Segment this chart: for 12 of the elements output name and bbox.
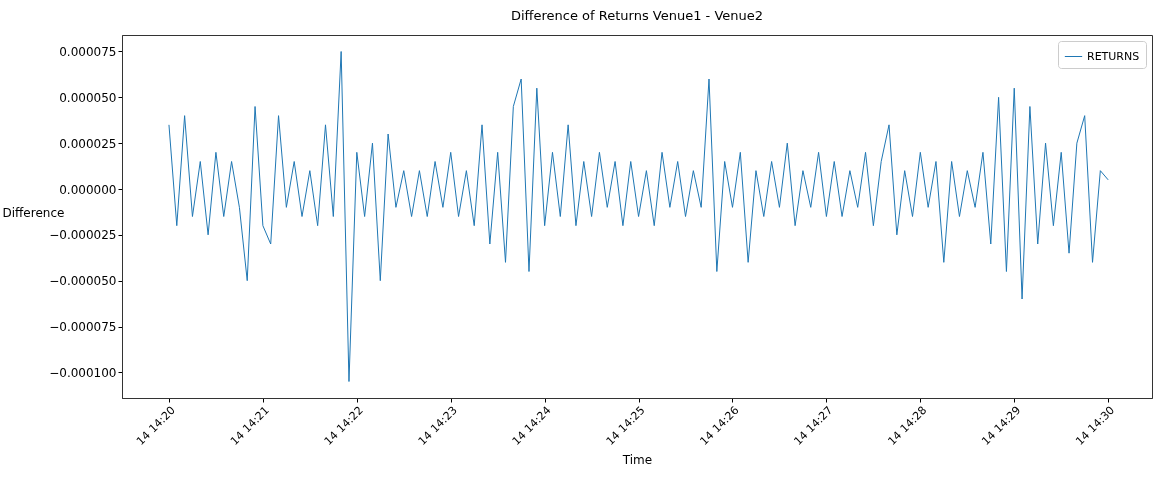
chart-title: Difference of Returns Venue1 - Venue2 xyxy=(510,8,764,23)
y-axis-title: Difference xyxy=(2,205,65,220)
y-tick-label: 0.000050 xyxy=(59,90,117,105)
x-axis-title: Time xyxy=(621,453,653,468)
legend-label: RETURNS xyxy=(1087,49,1140,63)
y-tick-label: −0.000025 xyxy=(49,228,117,243)
y-tick-label: 0.000000 xyxy=(59,182,117,197)
y-tick-label: −0.000100 xyxy=(49,365,117,380)
y-tick-label: 0.000075 xyxy=(59,45,117,59)
y-tick-label: 0.000025 xyxy=(59,136,117,151)
y-tick-label: −0.000075 xyxy=(49,320,117,334)
y-tick-label: −0.000050 xyxy=(49,274,117,289)
